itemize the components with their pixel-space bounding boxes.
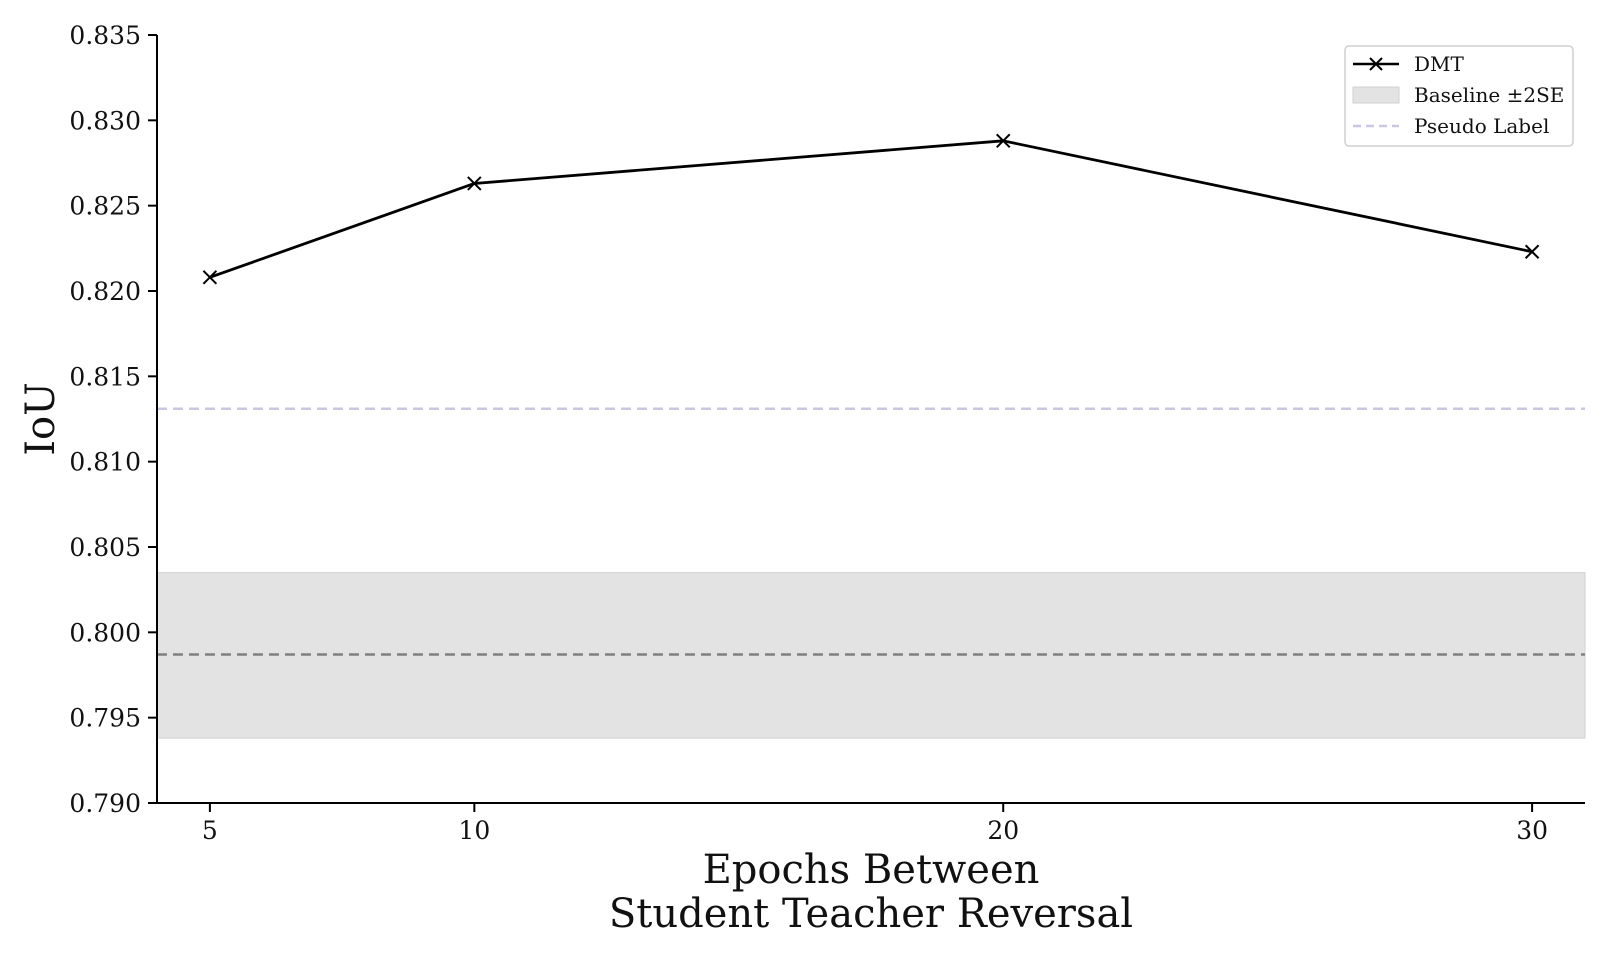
y-tick-label: 0.810 <box>69 448 141 477</box>
legend-label-baseline: Baseline ±2SE <box>1414 83 1564 107</box>
legend-box <box>1344 45 1574 147</box>
legend-x-marker <box>1369 57 1383 71</box>
x-tick-label: 5 <box>202 816 218 845</box>
y-tick-label: 0.805 <box>69 533 141 562</box>
y-tick-label: 0.825 <box>69 192 141 221</box>
x-axis-title-line-2: Student Teacher Reversal <box>609 891 1133 937</box>
legend-dmt-marker <box>1369 57 1383 71</box>
legend-entry-baseline: Baseline ±2SE <box>1352 83 1564 107</box>
x-tick-label: 20 <box>987 816 1019 845</box>
y-tick-label: 0.820 <box>69 277 141 306</box>
legend-entry-dmt: DMT <box>1353 52 1465 76</box>
series-line-dmt <box>209 139 1533 279</box>
y-tick-label: 0.830 <box>69 106 141 135</box>
x-axis-title-line-1: Epochs Between <box>703 847 1040 893</box>
y-tick-label: 0.795 <box>69 704 141 733</box>
y-tick-label: 0.800 <box>69 618 141 647</box>
y-axis-title: IoU <box>18 382 64 456</box>
series-layer <box>202 133 1540 285</box>
x-axis-ticks: 5 10 20 30 <box>202 803 1548 845</box>
x-tick-label: 10 <box>458 816 490 845</box>
x-tick-label: 30 <box>1516 816 1548 845</box>
data-point-marker <box>1524 244 1540 259</box>
legend-baseline-swatch <box>1352 86 1400 104</box>
data-point-marker <box>996 133 1011 149</box>
legend-label-pseudo-label: Pseudo Label <box>1414 114 1549 138</box>
y-tick-label: 0.815 <box>69 362 141 391</box>
data-point-marker <box>467 176 482 191</box>
y-tick-label: 0.835 <box>69 21 141 50</box>
y-axis-ticks: 0.790 0.795 0.800 0.805 0.810 0.815 0.820 0.825… <box>69 21 157 818</box>
y-tick-label: 0.790 <box>69 789 141 818</box>
legend-entry-pseudo-label: Pseudo Label <box>1353 114 1549 138</box>
legend: DMT Baseline ±2SE Pseudo Label <box>1344 45 1574 147</box>
data-point-marker <box>202 270 218 285</box>
legend-label-dmt: DMT <box>1414 52 1465 76</box>
